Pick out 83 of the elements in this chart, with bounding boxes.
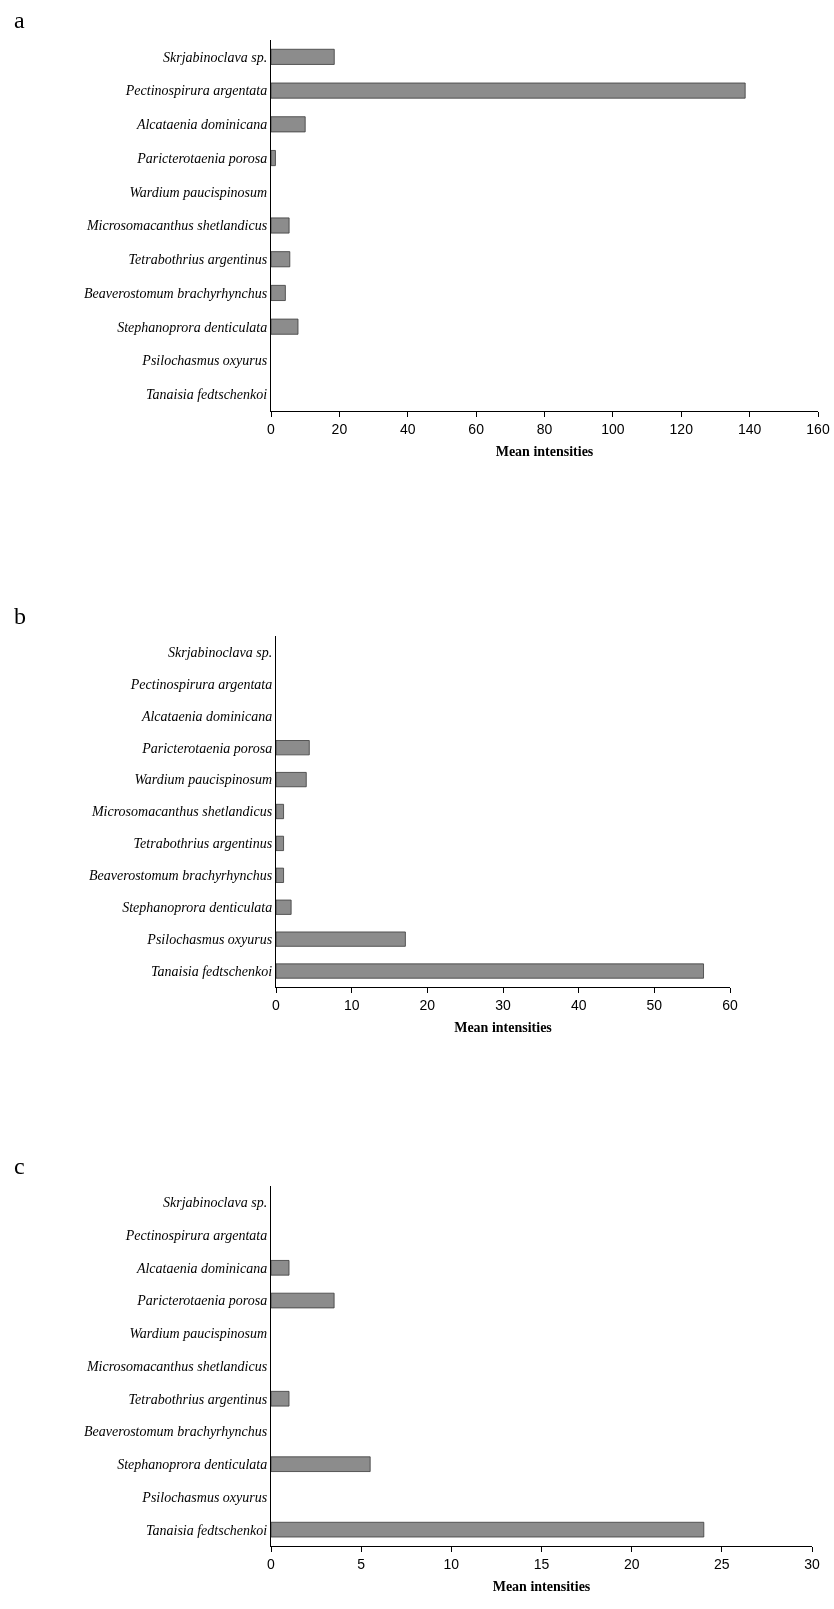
bar [276,740,310,756]
y-tick-label: Skrjabinoclava sp. [162,1195,268,1211]
x-tick-label: 160 [806,420,830,437]
y-tick-label: Microsomacanthus shetlandicus [85,218,268,234]
text: b [14,603,26,629]
y-tick-label: Microsomacanthus shetlandicus [90,804,273,820]
y-tick-label: Stephanoprora denticulata [122,900,273,916]
bar [271,1456,371,1472]
x-tick-label: 20 [331,420,348,437]
x-tick-label: 40 [570,996,587,1013]
bar [271,150,276,167]
y-tick-label: Tetrabothrius argentinus [128,252,268,268]
y-tick-label: Paricterotaenia porosa [136,1293,268,1309]
bar [271,251,291,268]
x-tick-label: 0 [267,1555,276,1572]
x-tick-label: 100 [601,420,625,437]
x-tick-label: 80 [536,420,553,437]
x-tick-label: 120 [669,420,694,437]
x-tick-label: 10 [343,996,360,1013]
x-tick-label: 140 [737,420,762,437]
y-tick-label: Tanaisia fedtschenkoi [146,387,268,403]
x-tick-label: 40 [399,420,416,437]
y-tick-label: Tetrabothrius argentinus [133,836,273,852]
y-tick-label: Skrjabinoclava sp. [167,644,273,660]
y-tick-label: Wardium paucispinosum [134,772,273,788]
x-axis-title: Mean intensities [492,1579,591,1595]
y-tick-label: Tetrabothrius argentinus [128,1391,268,1407]
bar [271,116,306,133]
bar [271,284,286,301]
y-tick-label: Microsomacanthus shetlandicus [85,1358,268,1374]
y-tick-label: Paricterotaenia porosa [141,740,273,756]
x-tick-label: 60 [722,996,738,1013]
y-tick-label: Tanaisia fedtschenkoi [151,963,273,979]
bar [271,1292,335,1309]
bar [276,931,406,947]
bar [276,963,704,979]
x-tick-label: 0 [272,996,281,1013]
bar [271,1390,290,1407]
y-tick-label: Wardium paucispinosum [129,184,268,200]
bar [276,899,292,915]
text: a [14,7,25,33]
y-tick-label: Pectinospirura argentata [129,676,273,692]
y-tick-label: Psilochasmus oxyurus [141,1489,268,1505]
bar [271,217,290,234]
y-tick-label: Skrjabinoclava sp. [162,49,268,65]
x-tick-label: 15 [533,1555,550,1572]
bar [276,867,284,883]
bar [271,1521,705,1538]
y-tick-label: Beaverostomum brachyrhynchus [84,1424,268,1440]
bar [271,48,335,65]
x-tick-label: 20 [623,1555,640,1572]
x-tick-label: 30 [495,996,511,1013]
x-tick-label: 50 [646,996,663,1013]
y-tick-label: Beaverostomum brachyrhynchus [84,285,268,301]
bar [271,318,299,335]
bar [276,803,284,820]
x-axis-title: Mean intensities [454,1020,553,1036]
y-tick-label: Paricterotaenia porosa [136,150,268,166]
x-tick-label: 5 [357,1555,366,1572]
y-tick-label: Stephanoprora denticulata [117,1457,268,1473]
x-tick-label: 10 [443,1555,460,1572]
y-tick-label: Alcataenia dominicana [140,708,273,724]
y-tick-label: Wardium paucispinosum [129,1326,268,1342]
x-axis-title: Mean intensities [495,444,594,460]
x-tick-label: 30 [804,1555,820,1572]
x-tick-label: 60 [468,420,485,437]
y-tick-label: Stephanoprora denticulata [117,319,268,335]
x-tick-label: 25 [714,1555,730,1572]
y-tick-label: Tanaisia fedtschenkoi [146,1522,268,1538]
bar [276,772,307,788]
bar [271,82,746,99]
x-tick-label: 0 [267,420,276,437]
y-tick-label: Pectinospirura argentata [124,1227,268,1243]
bar [276,835,284,851]
x-tick-label: 20 [419,996,436,1013]
y-tick-label: Alcataenia dominicana [135,117,268,133]
y-tick-label: Psilochasmus oxyurus [146,932,273,948]
bar [271,1260,290,1276]
y-tick-label: Pectinospirura argentata [124,83,268,99]
text: c [14,1153,25,1179]
y-tick-label: Alcataenia dominicana [135,1260,268,1276]
y-tick-label: Psilochasmus oxyurus [141,353,268,369]
y-tick-label: Beaverostomum brachyrhynchus [89,868,273,884]
